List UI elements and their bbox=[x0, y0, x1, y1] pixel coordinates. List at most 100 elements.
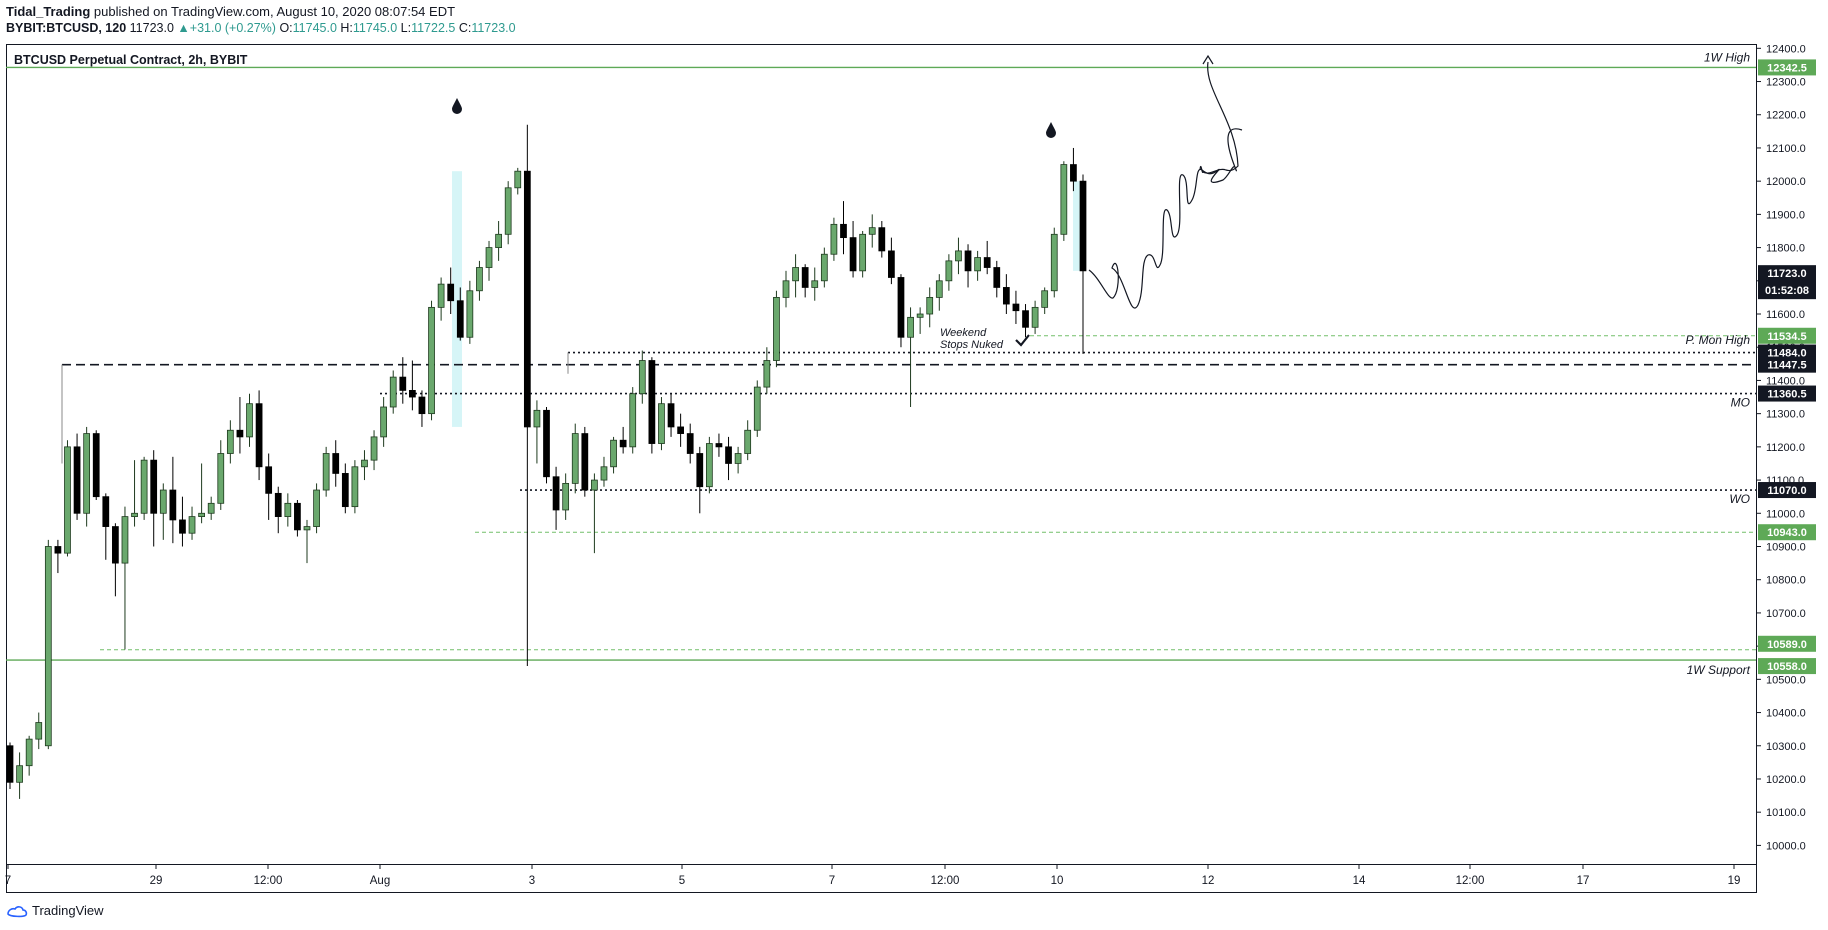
level-label: WO bbox=[1729, 492, 1750, 506]
candle-body bbox=[255, 403, 263, 468]
projection-path-hidden-92 bbox=[1208, 60, 1236, 170]
tradingview-footer[interactable]: TradingView bbox=[6, 903, 104, 918]
candle-body bbox=[504, 187, 512, 235]
projection-path-hidden-11 bbox=[1201, 58, 1209, 170]
y-tick-label: 12200.0 bbox=[1766, 110, 1806, 122]
candle-body bbox=[974, 257, 981, 272]
candle-body bbox=[591, 479, 598, 491]
candles-layer bbox=[6, 124, 1087, 799]
projection-path-hidden-63 bbox=[1196, 58, 1208, 178]
candle-body bbox=[897, 277, 905, 338]
projection-path-hidden-100 bbox=[1208, 60, 1236, 170]
high-value: 11745.0 bbox=[352, 21, 398, 35]
x-tick-label: 12:00 bbox=[931, 875, 960, 887]
candle-body bbox=[35, 722, 43, 740]
candle-body bbox=[820, 253, 828, 282]
candle-body bbox=[1022, 310, 1029, 328]
last-price-tag-bg bbox=[1758, 265, 1816, 300]
projection-path-hidden-95 bbox=[1208, 60, 1236, 170]
candle-body bbox=[983, 257, 991, 268]
candle-body bbox=[677, 426, 684, 434]
candle-body bbox=[495, 233, 502, 248]
projection-path-hidden-88 bbox=[1208, 58, 1236, 168]
projection-path-hidden-122 bbox=[1203, 62, 1238, 173]
candle-body bbox=[849, 237, 857, 272]
tradingview-brand: TradingView bbox=[32, 903, 104, 918]
price-tag-text: 11070.0 bbox=[1767, 485, 1806, 497]
candle-body bbox=[1002, 287, 1010, 305]
symbol-label: BYBIT:BTCUSD, 120 bbox=[6, 21, 127, 35]
y-tick-label: 11600.0 bbox=[1766, 309, 1805, 321]
price-tag-bg bbox=[1758, 327, 1816, 344]
candle-body bbox=[380, 406, 388, 438]
projection-path-hidden-44 bbox=[1209, 58, 1236, 168]
y-tick-label: 10800.0 bbox=[1766, 575, 1806, 587]
x-tick-label: 12:00 bbox=[1456, 875, 1485, 887]
highlight-layer bbox=[452, 171, 1083, 427]
candle-body bbox=[6, 745, 14, 783]
candle-body bbox=[274, 492, 282, 518]
last-price: 11723.0 bbox=[129, 21, 174, 35]
candle-body bbox=[543, 409, 550, 478]
projection-path-hidden-52 bbox=[1209, 58, 1237, 168]
x-tick-label: 7 bbox=[829, 875, 835, 887]
projection-path-hidden-22 bbox=[1202, 58, 1208, 170]
projection-path-hidden-16 bbox=[1200, 59, 1209, 171]
projection-path-hidden-85 bbox=[1207, 60, 1236, 168]
projection-path-hidden-47 bbox=[1209, 58, 1236, 168]
candle-body bbox=[744, 429, 752, 454]
projection-path-hidden-66 bbox=[1203, 58, 1208, 172]
price-tag-bg bbox=[1758, 482, 1816, 499]
projection-path-hidden-99 bbox=[1208, 60, 1236, 170]
projection-path-hidden-84 bbox=[1207, 60, 1236, 170]
level-label: 1W High bbox=[1704, 50, 1750, 64]
projection-path-hidden-32 bbox=[1208, 58, 1236, 168]
candle-body bbox=[447, 283, 455, 302]
projection-path-hidden-27 bbox=[1200, 58, 1208, 170]
y-tick-label: 10500.0 bbox=[1766, 674, 1806, 686]
projection-path-hidden-109 bbox=[1201, 58, 1208, 170]
y-tick-label: 10000.0 bbox=[1766, 840, 1806, 852]
price-tag-bg bbox=[1758, 385, 1816, 402]
open-value: 11745.0 bbox=[292, 21, 337, 35]
projection-path-hidden-65 bbox=[1203, 60, 1208, 170]
candle-body bbox=[629, 393, 637, 448]
candle-body bbox=[418, 396, 426, 415]
projection-path-hidden-60 bbox=[1208, 60, 1236, 170]
projection-path-hidden-78 bbox=[1202, 60, 1206, 172]
annotation-weekend: Weekend bbox=[940, 327, 987, 339]
candle-body bbox=[830, 223, 838, 255]
y-tick-label: 12000.0 bbox=[1766, 176, 1806, 188]
projection-path-hidden-46 bbox=[1209, 58, 1236, 168]
candle-body bbox=[638, 360, 646, 395]
candle-body bbox=[859, 233, 867, 272]
y-tick-label: 10300.0 bbox=[1766, 741, 1806, 753]
candle-body bbox=[121, 516, 129, 564]
candle-body bbox=[955, 250, 962, 262]
candle-body bbox=[399, 376, 407, 391]
candle-body bbox=[686, 433, 694, 454]
price-tag-bg bbox=[1758, 658, 1816, 675]
y-tick-label: 11800.0 bbox=[1766, 243, 1805, 255]
projection-path-hidden-117 bbox=[1203, 62, 1208, 172]
candle-body bbox=[150, 459, 158, 514]
projection-path-hidden-17 bbox=[1198, 60, 1210, 172]
candle-body bbox=[1070, 164, 1077, 182]
projection-path-hidden-114 bbox=[1203, 62, 1238, 173]
close-label: C: bbox=[458, 21, 472, 35]
candle-body bbox=[102, 496, 110, 527]
candle-body bbox=[437, 283, 445, 308]
candle-body bbox=[236, 429, 244, 438]
projection-path-hidden-101 bbox=[1200, 62, 1208, 172]
candle-body bbox=[456, 300, 464, 338]
y-tick-label: 10900.0 bbox=[1766, 541, 1806, 553]
projection-path-hidden-71 bbox=[1200, 58, 1209, 170]
level-label: P. Mon High bbox=[1686, 333, 1751, 347]
candle-body bbox=[993, 267, 1001, 288]
author-name[interactable]: Tidal_Trading bbox=[6, 4, 91, 19]
projection-path-hidden-90 bbox=[1209, 58, 1236, 168]
candle-body bbox=[313, 489, 320, 527]
projection-path-hidden-116 bbox=[1202, 62, 1221, 172]
